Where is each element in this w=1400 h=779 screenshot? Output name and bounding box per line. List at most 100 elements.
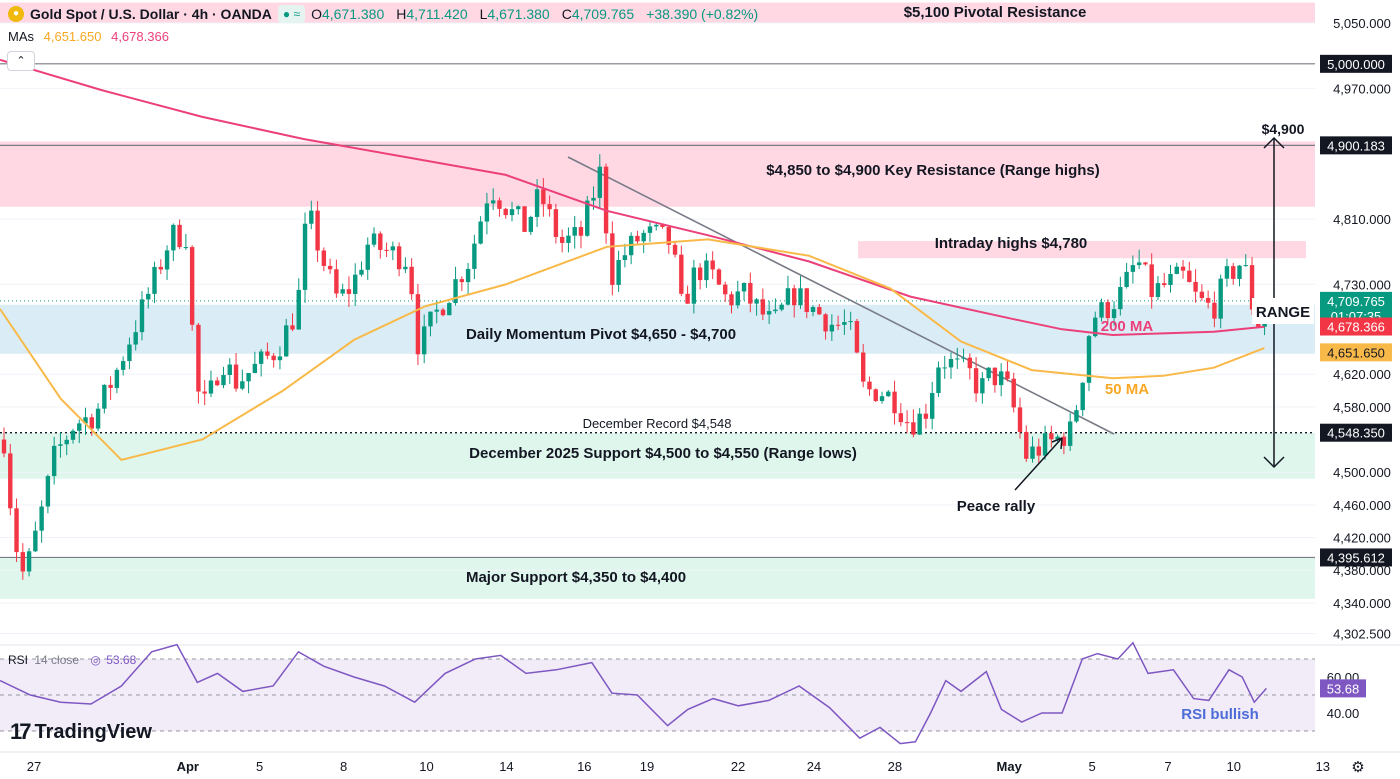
market-status-badge[interactable]: ● ≈ [277,5,306,23]
price-badge-0: 5,000.000 [1327,57,1385,72]
close-value: 4,709.765 [571,6,635,22]
ma200-annotation: 200 MA [1101,318,1154,335]
price-tick-label: 4,970.000 [1333,81,1391,96]
candle-body [873,389,878,402]
time-tick-label: 22 [731,759,745,774]
candle-body [58,444,63,446]
candle-body [741,283,747,292]
zones-layer [0,2,1315,599]
zone-label-december-support: December 2025 Support $4,500 to $4,550 (… [469,445,857,462]
time-tick-label: 5 [1088,759,1095,774]
candle-body [559,236,565,243]
candle-body [904,422,910,424]
rsi-legend[interactable]: RSI 14 close ◎ 53.68 [8,653,136,667]
candle-body [1099,302,1104,318]
candle-body [1187,270,1192,282]
price-badge-bg-3 [1320,317,1392,336]
candle-body [992,367,998,386]
candle-body [1180,266,1186,271]
zone-label-key-resistance: $4,850 to $4,900 Key Resistance (Range h… [766,162,1099,179]
price-badge-bg-0 [1320,54,1392,73]
price-axis[interactable]: 5,050.000 4,970.000 4,810.000 4,730.000 4,62… [1318,0,1400,645]
price-badge-5: 4,548.350 [1327,426,1385,441]
peace-rally-annotation: Peace rally [957,498,1036,515]
candle-body [898,413,904,423]
december-record-label-bg [567,414,747,432]
time-axis[interactable]: 27 Apr 5 8 10 14 16 19 22 24 28 May 5 7 10 13 ⚙ [0,751,1400,776]
candle-body [647,226,653,233]
price-tick-label: 4,380.000 [1333,563,1391,578]
candle-body [1086,336,1092,383]
candle-body [1174,266,1179,274]
candle-body [1224,266,1230,279]
candle-body [785,288,791,305]
candle-body [1049,433,1054,440]
zone-2 [858,241,1306,259]
tradingview-logo-text: TradingView [34,720,152,743]
price-tick-label: 4,500.000 [1333,465,1391,480]
candle-body [1212,302,1217,319]
candle-body [334,269,339,294]
price-badge-4: 4,651.650 [1327,345,1385,360]
candle-body [685,293,690,304]
candle-body [465,268,471,283]
candle-body [929,393,935,419]
tradingview-logo[interactable]: 17 TradingView [10,719,152,745]
candle-body [892,391,897,414]
candle-body [936,367,941,394]
candle-body [1011,378,1016,408]
candle-body [309,210,314,224]
candle-body [553,209,559,237]
candle-body [434,309,439,312]
candle-body [20,552,26,572]
candle-body [340,289,345,294]
candle-body [1,439,7,454]
candle-body [33,530,38,552]
symbol-title[interactable]: Gold Spot / U.S. Dollar · 4h · OANDA [30,6,272,22]
candle-body [472,243,477,269]
candle-body [1143,262,1148,265]
rsi-eye-icon[interactable]: ◎ [90,653,101,667]
collapse-legend-button[interactable]: ⌃ [7,51,35,71]
price-badge-bg-5 [1320,423,1392,442]
candle-body [114,369,120,388]
candle-body [146,293,151,300]
candle-body [1017,407,1023,432]
candle-body [440,309,446,316]
candle-body [321,250,327,266]
candle-body [1005,371,1010,379]
candle-body [716,269,722,285]
candle-body [51,445,57,477]
time-tick-label: 8 [340,759,347,774]
candle-body [252,363,258,374]
candle-body [196,324,201,392]
candle-body [923,413,929,419]
price-tick-label: 4,580.000 [1333,400,1391,415]
candle-body [948,359,954,368]
trendline-layer [567,156,1115,435]
ma50-annotation: 50 MA [1105,381,1149,398]
price-badge-bg-6 [1320,548,1392,567]
candle-body [70,430,76,440]
candle-body [697,267,703,281]
candle-body [265,351,270,356]
candle-body [359,269,364,275]
candle-body [1036,446,1042,456]
candle-body [1199,291,1205,298]
time-tick-label: 14 [499,759,513,774]
candle-body [152,266,157,294]
candle-body [77,423,82,431]
change-value: +38.390 (+0.82%) [646,6,759,22]
candle-body [848,321,853,323]
candle-body [911,422,916,435]
price-tick-label: 4,340.000 [1333,596,1391,611]
candle-body [158,266,163,270]
zone-0 [0,2,1315,23]
candle-body [654,224,659,227]
candle-body [384,249,389,251]
ma-legend[interactable]: MAs 4,651.650 4,678.366 [8,29,169,44]
candle-body [723,284,728,295]
candle-body [760,299,766,315]
candle-body [353,274,358,294]
